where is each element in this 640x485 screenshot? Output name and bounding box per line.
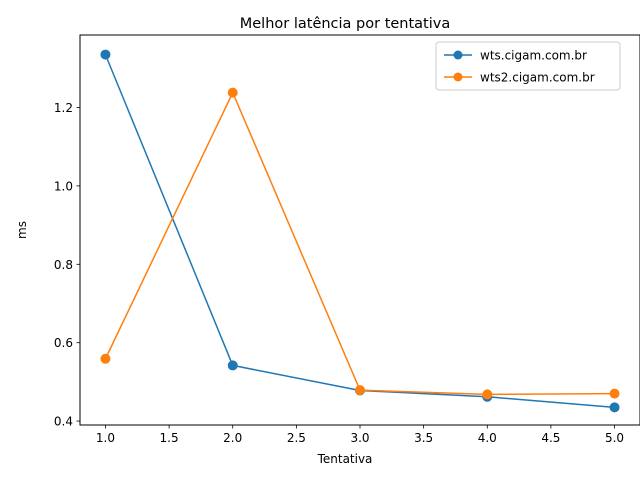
x-axis-label: Tentativa bbox=[317, 452, 373, 466]
chart-title: Melhor latência por tentativa bbox=[240, 16, 451, 32]
series-line bbox=[104, 54, 615, 409]
data-point bbox=[227, 360, 238, 371]
x-tick-label: 3.0 bbox=[350, 431, 369, 445]
legend-item: wts2.cigam.com.br bbox=[444, 71, 595, 85]
series-1 bbox=[100, 49, 620, 413]
plot-frame bbox=[79, 34, 640, 426]
legend-marker bbox=[453, 72, 463, 82]
data-point bbox=[100, 353, 111, 364]
x-tick-label: 5.0 bbox=[605, 431, 624, 445]
x-tick-label: 1.0 bbox=[96, 431, 115, 445]
legend-label: wts.cigam.com.br bbox=[480, 49, 587, 63]
x-tick-label: 1.5 bbox=[160, 431, 179, 445]
y-axis-ticks: 0.4 0.6 0.8 1.0 1.2 bbox=[54, 101, 80, 429]
legend: wts.cigam.com.br wts2.cigam.com.br bbox=[435, 41, 621, 91]
legend-box bbox=[435, 41, 621, 91]
y-tick-label: 0.8 bbox=[54, 258, 73, 272]
x-tick-label: 4.5 bbox=[541, 431, 560, 445]
legend-marker bbox=[453, 50, 463, 60]
data-point bbox=[227, 87, 238, 98]
x-tick-label: 3.5 bbox=[414, 431, 433, 445]
series-2 bbox=[100, 87, 620, 400]
data-point bbox=[355, 385, 365, 396]
y-tick-label: 1.2 bbox=[54, 101, 73, 115]
data-point bbox=[482, 389, 493, 400]
legend-item: wts.cigam.com.br bbox=[444, 49, 587, 63]
x-tick-label: 2.5 bbox=[287, 431, 306, 445]
x-axis-ticks: 1.0 1.5 2.0 2.5 3.0 3.5 4.0 4.5 5.0 bbox=[96, 425, 624, 445]
x-tick-label: 2.0 bbox=[223, 431, 242, 445]
series-layer bbox=[100, 49, 620, 413]
y-tick-label: 0.6 bbox=[54, 336, 73, 350]
data-point bbox=[609, 402, 620, 413]
y-axis-label: ms bbox=[15, 221, 29, 239]
series-line bbox=[104, 91, 615, 396]
data-point bbox=[100, 49, 111, 60]
data-point bbox=[609, 388, 620, 399]
y-tick-label: 1.0 bbox=[54, 179, 73, 193]
legend-label: wts2.cigam.com.br bbox=[480, 71, 595, 85]
x-tick-label: 4.0 bbox=[478, 431, 497, 445]
y-tick-label: 0.4 bbox=[54, 415, 73, 429]
